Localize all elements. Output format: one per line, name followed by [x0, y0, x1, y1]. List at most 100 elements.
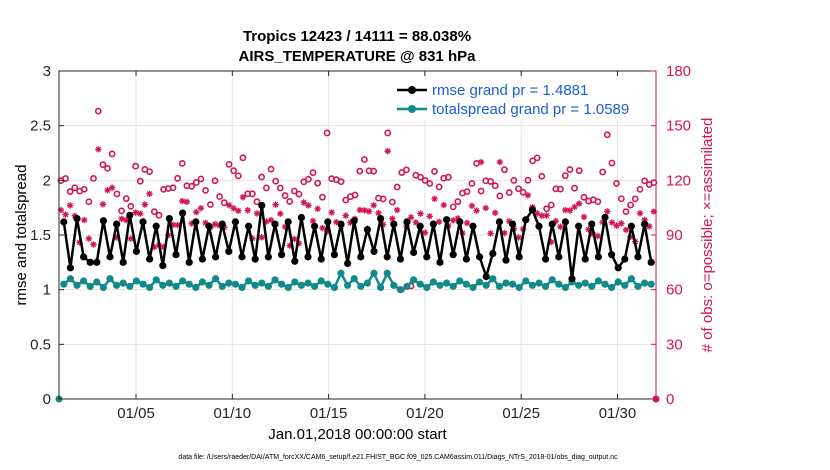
x-tick-label: 01/30: [599, 405, 637, 422]
totalspread-point: [640, 279, 649, 287]
possible-obs-marker: [206, 201, 214, 208]
possible-obs-marker: [426, 180, 434, 187]
totalspread-point: [370, 269, 378, 277]
totalspread-point: [198, 278, 207, 286]
possible-obs-marker: [174, 174, 182, 182]
assimilated-obs-marker: [277, 210, 284, 217]
assimilated-obs-marker: [613, 222, 620, 229]
assimilated-obs-marker: [347, 219, 354, 226]
totalspread-point: [482, 281, 490, 289]
possible-obs-marker: [454, 198, 462, 206]
rmse-point: [291, 257, 299, 265]
rmse-point: [423, 253, 431, 261]
totalspread-point: [66, 275, 75, 283]
rmse-point: [390, 220, 398, 228]
rmse-point: [324, 218, 332, 226]
possible-obs-marker: [463, 188, 471, 196]
possible-obs-marker: [529, 157, 536, 165]
totalspread-point: [113, 281, 121, 289]
possible-obs-marker: [421, 177, 429, 184]
possible-obs-marker: [104, 164, 111, 172]
rmse-point: [357, 253, 365, 261]
assimilated-obs-marker: [487, 230, 494, 237]
possible-obs-marker: [192, 179, 200, 186]
assimilated-obs-marker: [183, 198, 191, 206]
possible-obs-marker: [309, 169, 317, 177]
legend: rmse grand pr = 1.4881 totalspread grand…: [393, 80, 649, 120]
totalspread-point: [442, 279, 451, 287]
possible-obs-marker: [515, 185, 522, 193]
y-axis-label-left: rmse and totalspread: [13, 165, 30, 306]
rmse-point: [225, 247, 233, 255]
totalspread-point: [80, 277, 88, 285]
assimilated-obs-marker: [477, 158, 485, 166]
rmse-point: [495, 218, 503, 226]
y-left-tick-label: 3: [43, 63, 51, 80]
totalspread-point: [634, 282, 642, 290]
totalspread-point: [152, 276, 160, 284]
assimilated-obs-marker: [496, 158, 504, 166]
assimilated-obs-marker: [599, 218, 606, 226]
totalspread-point: [588, 282, 596, 290]
rmse-point: [522, 216, 530, 224]
possible-obs-marker: [304, 175, 312, 183]
rmse-point: [198, 255, 207, 263]
totalspread-point: [627, 275, 635, 283]
totalspread-point: [508, 280, 517, 288]
assimilated-obs-marker: [557, 223, 564, 231]
assimilated-obs-marker: [300, 199, 307, 206]
possible-obs-marker: [286, 198, 294, 205]
assimilated-obs-marker: [501, 229, 508, 237]
y-right-tick-label: 120: [666, 172, 691, 189]
assimilated-obs-marker: [249, 235, 256, 242]
rmse-point: [93, 258, 101, 266]
assimilated-obs-marker: [188, 220, 195, 227]
rmse-point: [126, 211, 134, 219]
rmse-point: [640, 220, 649, 228]
rmse-point: [502, 256, 510, 264]
possible-obs-marker: [169, 184, 177, 192]
rmse-point: [218, 220, 226, 228]
assimilated-obs-marker: [108, 184, 116, 191]
possible-obs-marker: [150, 208, 158, 216]
totalspread-point: [601, 280, 609, 288]
assimilated-obs-marker: [202, 219, 209, 227]
assimilated-obs-marker: [575, 200, 583, 207]
possible-obs-marker: [225, 160, 233, 168]
possible-obs-marker: [146, 168, 153, 175]
totalspread-point: [165, 279, 174, 287]
rmse-point: [258, 201, 266, 210]
possible-obs-marker: [393, 183, 401, 191]
possible-obs-marker: [127, 202, 135, 210]
assimilated-obs-marker: [375, 209, 382, 217]
assimilated-obs-marker: [95, 146, 102, 153]
possible-obs-marker: [594, 198, 602, 205]
totalspread-point: [489, 275, 497, 283]
x-tick-label: 01/15: [310, 405, 348, 422]
possible-obs-marker: [599, 168, 607, 176]
totalspread-point: [139, 280, 147, 288]
rmse-point: [594, 253, 602, 261]
possible-obs-marker: [253, 198, 261, 206]
possible-obs-marker: [188, 182, 196, 190]
totalspread-point: [363, 279, 371, 287]
possible-obs-marker: [99, 161, 107, 169]
assimilated-obs-marker: [552, 217, 560, 225]
totalspread-point: [423, 283, 431, 292]
possible-obs-marker: [631, 195, 639, 203]
assimilated-obs-marker: [193, 209, 200, 216]
possible-obs-marker: [197, 175, 205, 183]
assimilated-obs-marker: [608, 219, 616, 226]
rmse-point: [475, 253, 484, 261]
assimilated-obs-marker: [291, 235, 298, 243]
possible-obs-marker: [267, 165, 275, 173]
possible-obs-marker: [384, 129, 392, 137]
possible-obs-marker: [603, 131, 611, 139]
assimilated-obs-marker: [263, 218, 270, 225]
possible-obs-marker: [136, 177, 144, 185]
rmse-point: [396, 255, 404, 263]
rmse-point: [442, 216, 451, 224]
rmse-point: [106, 253, 114, 261]
assimilated-obs-marker: [244, 207, 251, 214]
possible-obs-marker: [211, 177, 219, 185]
